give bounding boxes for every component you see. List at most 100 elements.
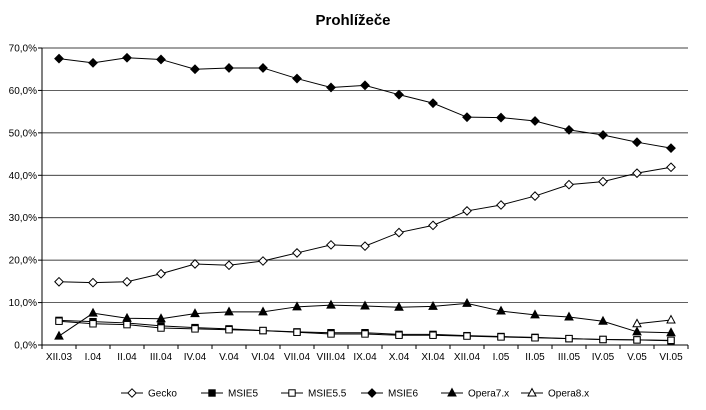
- legend-item-opera7-x: Opera7.x: [441, 387, 509, 400]
- x-tick-label: VI.04: [251, 352, 275, 363]
- x-tick-label: I.04: [85, 352, 102, 363]
- x-tick-label: I.05: [493, 352, 510, 363]
- y-tick-label: 20,0%: [9, 256, 37, 267]
- x-tick-label: XII.03: [46, 352, 73, 363]
- legend-marker: [527, 387, 537, 397]
- data-point-msie6: [530, 116, 540, 126]
- data-point-msie6: [360, 80, 370, 91]
- data-point-msie5-5: [225, 326, 233, 334]
- data-point-opera7-x: [666, 327, 676, 337]
- data-point-msie6: [632, 137, 642, 148]
- data-point-opera7-x: [462, 297, 472, 307]
- data-point-opera7-x: [156, 313, 166, 323]
- x-tick-label: III.05: [558, 352, 581, 363]
- data-point-gecko: [190, 259, 200, 269]
- data-point-msie6: [88, 57, 98, 68]
- data-point-msie6: [666, 143, 676, 154]
- x-tick-label: IX.04: [353, 352, 377, 363]
- data-point-gecko: [428, 220, 438, 231]
- data-point-gecko: [496, 200, 506, 210]
- x-tick-label: V.05: [627, 352, 647, 363]
- data-point-opera7-x: [598, 315, 608, 325]
- data-point-msie5-5: [293, 328, 301, 336]
- data-point-msie5-5: [123, 320, 131, 329]
- legend-item-gecko: Gecko: [121, 388, 177, 400]
- data-point-opera8-x: [666, 314, 676, 324]
- legend-marker: [288, 389, 296, 397]
- data-point-msie6: [462, 112, 472, 123]
- data-point-opera7-x: [428, 300, 438, 310]
- data-point-gecko: [122, 276, 132, 287]
- legend-item-msie5: MSIE5: [201, 389, 258, 400]
- x-tick-label: XI.04: [421, 352, 445, 363]
- data-point-gecko: [326, 239, 336, 250]
- data-point-msie5-5: [531, 334, 539, 342]
- series-line-gecko: [58, 166, 672, 284]
- data-point-opera7-x: [394, 301, 404, 311]
- data-point-opera7-x: [292, 301, 302, 311]
- series: [54, 52, 676, 345]
- data-point-msie6: [564, 124, 574, 135]
- legend-marker: [208, 389, 216, 397]
- data-point-msie6: [122, 52, 132, 63]
- data-point-gecko: [564, 179, 574, 190]
- y-tick-label: 40,0%: [9, 171, 37, 182]
- data-point-opera7-x: [360, 300, 370, 310]
- data-point-msie5-5: [89, 320, 97, 328]
- data-point-gecko: [394, 227, 404, 238]
- data-point-msie6: [292, 73, 302, 84]
- data-point-msie6: [54, 53, 64, 64]
- x-tick-label: V.04: [219, 352, 239, 363]
- data-point-msie6: [496, 112, 506, 123]
- data-point-msie5-5: [361, 330, 369, 338]
- legend-marker: [447, 387, 457, 397]
- data-point-msie5-5: [667, 336, 675, 345]
- series-line-opera8-x: [636, 319, 672, 325]
- x-tick-label: X.04: [389, 352, 410, 363]
- data-point-gecko: [54, 276, 64, 287]
- data-point-msie6: [190, 64, 200, 75]
- x-tick-label: IV.05: [592, 352, 615, 363]
- data-point-gecko: [632, 168, 642, 179]
- y-tick-label: 0,0%: [14, 341, 37, 352]
- data-point-msie5-5: [429, 331, 437, 339]
- x-tick-label: XII.04: [454, 352, 481, 363]
- x-tick-label: VI.05: [659, 352, 683, 363]
- data-point-msie5-5: [497, 333, 505, 341]
- data-point-opera7-x: [530, 309, 540, 319]
- series-msie5-5: [55, 317, 675, 345]
- data-point-msie5-5: [191, 325, 199, 333]
- data-point-gecko: [360, 241, 370, 252]
- data-point-opera7-x: [632, 326, 642, 336]
- data-point-opera7-x: [190, 308, 200, 318]
- legend-label: MSIE5.5: [308, 389, 347, 400]
- legend-label: MSIE6: [388, 389, 418, 400]
- data-point-msie5-5: [565, 334, 573, 343]
- legend-label: MSIE5: [228, 389, 258, 400]
- x-tick-label: VII.04: [284, 352, 311, 363]
- data-point-msie6: [428, 98, 438, 109]
- data-point-opera8-x: [632, 318, 642, 328]
- gridlines: [42, 47, 688, 303]
- x-tick-label: III.04: [150, 352, 173, 363]
- data-point-msie5-5: [463, 332, 471, 340]
- data-point-msie5-5: [395, 331, 403, 339]
- x-tick-label: II.04: [117, 352, 137, 363]
- series-line-msie6: [58, 57, 672, 149]
- data-point-msie5-5: [157, 324, 165, 332]
- legend: Gecko MSIE5 MSIE5.5 MSIE6 Opera7.x Opera8.x: [121, 387, 589, 400]
- data-point-gecko: [292, 248, 302, 258]
- x-tick-label: IV.04: [184, 352, 207, 363]
- y-tick-label: 70,0%: [9, 44, 37, 55]
- x-tick-label: II.05: [525, 352, 545, 363]
- x-tick-label: VIII.04: [317, 352, 346, 363]
- data-point-gecko: [224, 260, 234, 271]
- legend-marker: [127, 388, 137, 398]
- legend-label: Opera7.x: [468, 389, 509, 400]
- chart-title: Prohlížeče: [315, 12, 390, 29]
- data-point-opera7-x: [88, 307, 98, 317]
- y-tick-label: 10,0%: [9, 298, 37, 309]
- data-point-gecko: [258, 256, 268, 266]
